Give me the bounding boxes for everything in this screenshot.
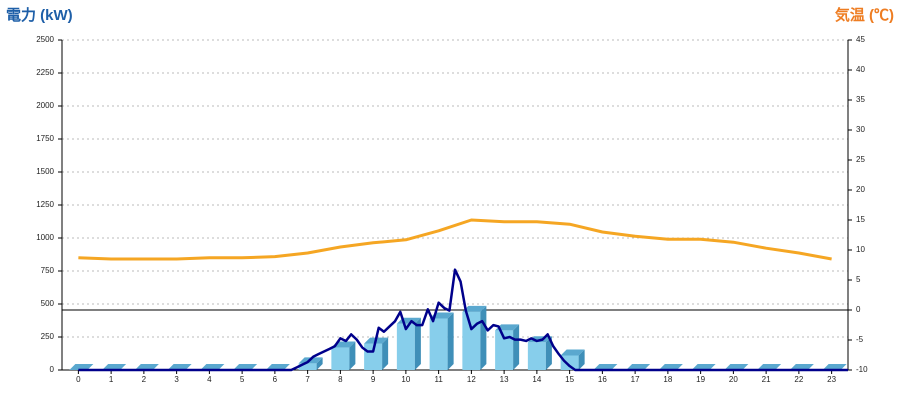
bar: [757, 364, 782, 370]
y-tick-label: 1000: [36, 233, 54, 242]
y2-tick-label: 15: [856, 215, 865, 224]
y-axis-title: 電力 (kW): [6, 6, 73, 24]
y2-tick-label: 40: [856, 65, 865, 74]
x-tick-label: 3: [174, 375, 179, 384]
x-tick-label: 16: [598, 375, 607, 384]
x-tick-label: 4: [207, 375, 212, 384]
x-tick-label: 19: [696, 375, 705, 384]
bar: [724, 364, 749, 370]
bar: [822, 364, 847, 370]
y2-tick-label: 45: [856, 35, 865, 44]
bar: [658, 364, 683, 370]
x-tick-label: 11: [434, 375, 443, 384]
x-tick-label: 13: [500, 375, 509, 384]
y-tick-label: 1250: [36, 200, 54, 209]
x-tick-label: 22: [794, 375, 803, 384]
x-tick-label: 8: [338, 375, 343, 384]
bar: [200, 364, 225, 370]
y2-tick-label: 30: [856, 125, 865, 134]
x-tick-label: 5: [240, 375, 245, 384]
x-tick-label: 0: [76, 375, 81, 384]
y2-axis-title: 気温 (℃): [835, 6, 894, 24]
bar: [462, 305, 487, 370]
x-tick-label: 10: [401, 375, 410, 384]
y-tick-label: 1500: [36, 167, 54, 176]
x-tick-label: 18: [663, 375, 672, 384]
line: [78, 218, 832, 261]
bar: [233, 364, 258, 370]
y2-tick-label: -10: [856, 365, 868, 374]
bar: [560, 349, 585, 370]
x-tick-label: 15: [565, 375, 574, 384]
y-tick-label: 250: [41, 332, 55, 341]
y-tick-label: 750: [41, 266, 55, 275]
x-tick-label: 23: [827, 375, 836, 384]
x-tick-label: 12: [467, 375, 476, 384]
bar: [69, 364, 94, 370]
y-tick-label: 2000: [36, 101, 54, 110]
y-tick-label: 500: [41, 299, 55, 308]
bar: [691, 364, 716, 370]
y2-tick-label: 10: [856, 245, 865, 254]
x-tick-label: 21: [762, 375, 771, 384]
x-tick-label: 20: [729, 375, 738, 384]
x-tick-label: 7: [305, 375, 310, 384]
y2-tick-label: 20: [856, 185, 865, 194]
y2-tick-label: -5: [856, 335, 864, 344]
x-tick-label: 14: [532, 375, 541, 384]
bar: [789, 364, 814, 370]
y-tick-label: 2250: [36, 68, 54, 77]
bar: [495, 324, 520, 370]
y2-tick-label: 35: [856, 95, 865, 104]
bar: [593, 364, 618, 370]
line: [78, 268, 848, 372]
x-tick-label: 1: [109, 375, 114, 384]
bar: [364, 337, 389, 370]
x-tick-label: 2: [142, 375, 147, 384]
y2-tick-label: 25: [856, 155, 865, 164]
bar: [626, 364, 651, 370]
x-tick-label: 17: [631, 375, 640, 384]
y-tick-label: 1750: [36, 134, 54, 143]
y2-tick-label: 0: [856, 305, 861, 314]
bar: [265, 364, 290, 370]
bar: [167, 364, 192, 370]
y2-tick-label: 5: [856, 275, 861, 284]
y-tick-label: 2500: [36, 35, 54, 44]
y-tick-label: 0: [50, 365, 55, 374]
x-tick-label: 9: [371, 375, 376, 384]
x-tick-label: 6: [273, 375, 278, 384]
bar: [134, 364, 159, 370]
bar: [102, 364, 127, 370]
